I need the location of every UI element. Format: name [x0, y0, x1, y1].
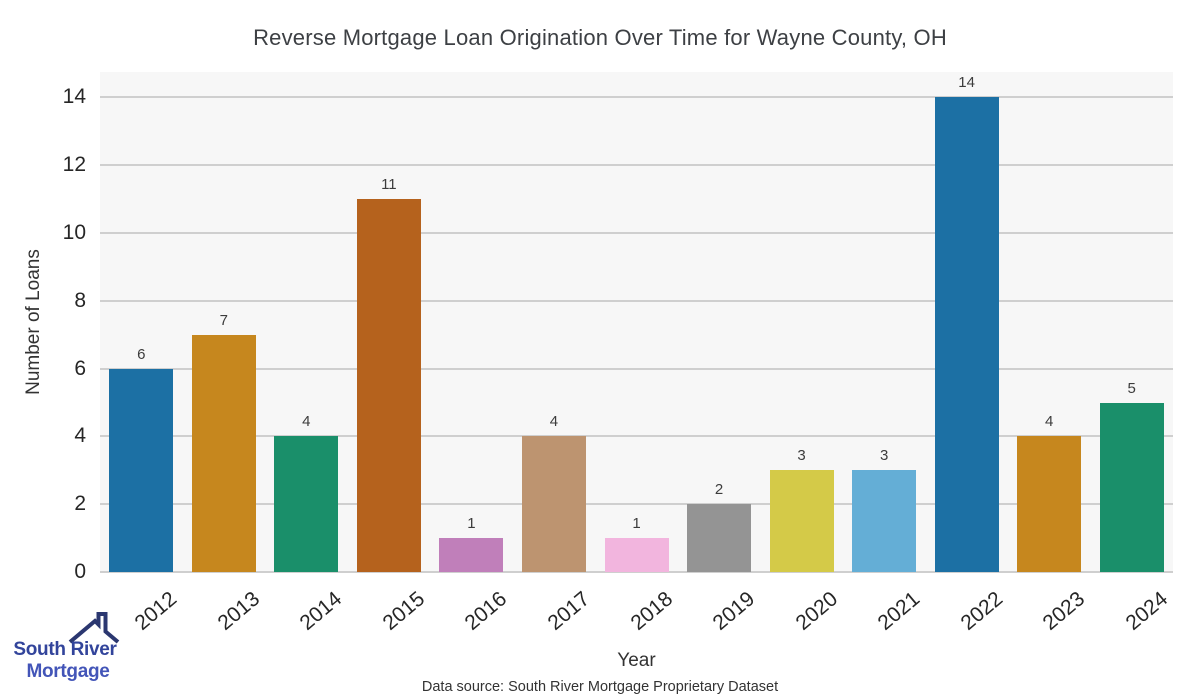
x-tick-label-2024: 2024 [1121, 587, 1172, 635]
bar-2012 [109, 368, 174, 572]
bar-value-label-2014: 4 [302, 413, 311, 431]
bar-value-label-2022: 14 [958, 74, 975, 92]
x-tick-label-2019: 2019 [708, 587, 760, 635]
y-tick-label-0: 0 [74, 560, 86, 583]
gridline-y12 [100, 164, 1173, 167]
bar-2023 [1017, 436, 1082, 572]
data-source-note: Data source: South River Mortgage Propri… [421, 679, 779, 695]
y-tick-label-4: 4 [74, 424, 86, 448]
x-tick-label-2022: 2022 [956, 587, 1007, 635]
bar-2024 [1099, 402, 1164, 572]
y-axis-ticks: 0 2 4 6 8 10 12 14 [0, 72, 86, 583]
x-tick-label-2013: 2013 [213, 587, 264, 635]
y-axis-title: Number of Loans [23, 249, 44, 395]
bar-2020 [769, 470, 834, 572]
bar-2016 [439, 538, 504, 572]
x-axis-title: Year [617, 650, 656, 671]
y-tick-label-14: 14 [62, 85, 86, 109]
bar-value-label-2017: 4 [549, 413, 559, 431]
y-tick-label-12: 12 [62, 153, 86, 177]
x-tick-label-2017: 2017 [543, 587, 595, 635]
gridline-y6 [100, 367, 1173, 370]
bar-2021 [852, 470, 917, 572]
bar-value-label-2021: 3 [879, 447, 889, 465]
bar-2013 [191, 334, 256, 572]
y-tick-label-10: 10 [62, 221, 86, 245]
y-tick-label-8: 8 [74, 288, 86, 312]
bar-2019 [687, 504, 752, 572]
bar-value-label-2018: 1 [632, 515, 641, 533]
bar-2014 [274, 436, 339, 572]
logo-graphic: South River Mortgage [13, 612, 120, 682]
bar-value-label-2020: 3 [797, 447, 806, 465]
gridline-y8 [100, 299, 1173, 302]
gridline-y0 [100, 571, 1173, 573]
bar-value-label-2016: 1 [467, 515, 476, 533]
x-tick-label-2023: 2023 [1038, 587, 1090, 635]
south-river-mortgage-logo: South River Mortgage [8, 606, 143, 691]
logo-text-line1: South River [13, 639, 117, 660]
bar-value-label-2019: 2 [714, 481, 724, 499]
x-tick-label-2020: 2020 [791, 587, 842, 635]
logo-text-line2: Mortgage [26, 661, 109, 682]
x-tick-label-2016: 2016 [460, 587, 512, 635]
x-axis-ticks: 2012 2013 2014 2015 2016 2017 2018 2019 2020 2021… [100, 572, 1173, 642]
y-tick-label-2: 2 [74, 492, 86, 516]
bar-2018 [604, 538, 669, 572]
bar-value-label-2024: 5 [1127, 379, 1136, 397]
chart-title: Reverse Mortgage Loan Origination Over T… [253, 25, 947, 50]
x-tick-label-2018: 2018 [626, 587, 677, 635]
bar-2022 [934, 97, 999, 572]
y-tick-label-6: 6 [74, 356, 86, 380]
x-tick-label-2015: 2015 [378, 587, 430, 635]
house-roof-icon [68, 612, 120, 644]
plot-area: 6 7 4 11 1 4 1 2 3 3 14 4 5 [100, 72, 1173, 573]
gridline-y14 [100, 96, 1173, 99]
gridline-y10 [100, 232, 1173, 235]
bar-value-label-2012: 6 [137, 345, 146, 363]
x-tick-label-2014: 2014 [295, 587, 347, 635]
x-tick-label-2021: 2021 [873, 587, 925, 635]
gridline-y4 [100, 435, 1173, 438]
bar-value-label-2013: 7 [219, 311, 228, 329]
bar-2015 [356, 199, 421, 572]
bar-2017 [521, 436, 586, 572]
bar-value-label-2015: 11 [381, 176, 397, 194]
bar-value-label-2023: 4 [1045, 413, 1054, 431]
gridline-y2 [100, 503, 1173, 506]
